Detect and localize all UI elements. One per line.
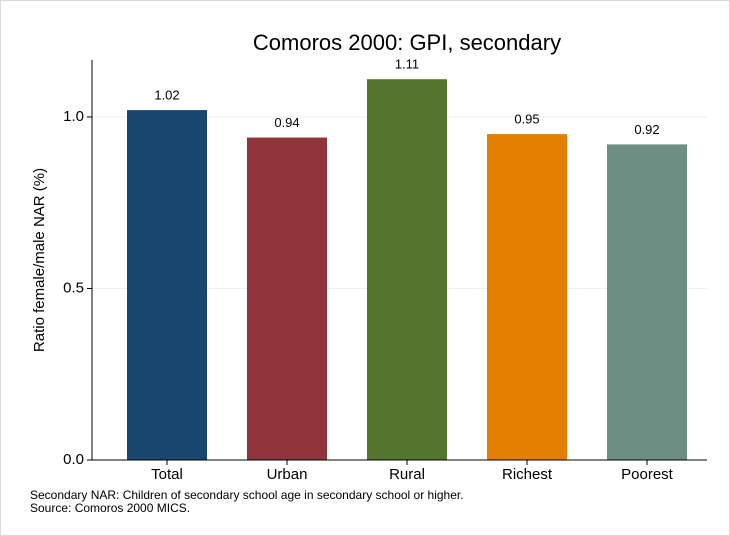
x-tick-label: Urban	[267, 466, 308, 483]
y-tick-label: 0.5	[63, 279, 84, 296]
bar	[607, 144, 687, 460]
y-axis-label: Ratio female/male NAR (%)	[31, 168, 48, 352]
bar	[367, 79, 447, 461]
data-label: 1.11	[395, 57, 419, 72]
x-tick-label: Rural	[389, 466, 425, 483]
x-tick-label: Poorest	[621, 466, 674, 483]
data-label: 0.94	[274, 115, 299, 130]
x-tick-label: Richest	[502, 466, 553, 483]
data-label: 0.92	[634, 122, 659, 137]
y-tick-label: 0.0	[63, 451, 84, 468]
y-tick-label: 1.0	[63, 108, 84, 125]
data-label: 0.95	[514, 112, 539, 127]
chart-title: Comoros 2000: GPI, secondary	[253, 30, 561, 55]
bar	[247, 137, 327, 460]
x-tick-label: Total	[151, 466, 183, 483]
note: Source: Comoros 2000 MICS.	[30, 501, 190, 515]
bar	[127, 110, 207, 461]
data-label: 1.02	[154, 88, 179, 103]
note: Secondary NAR: Children of secondary sch…	[30, 488, 464, 502]
bar	[487, 134, 567, 460]
